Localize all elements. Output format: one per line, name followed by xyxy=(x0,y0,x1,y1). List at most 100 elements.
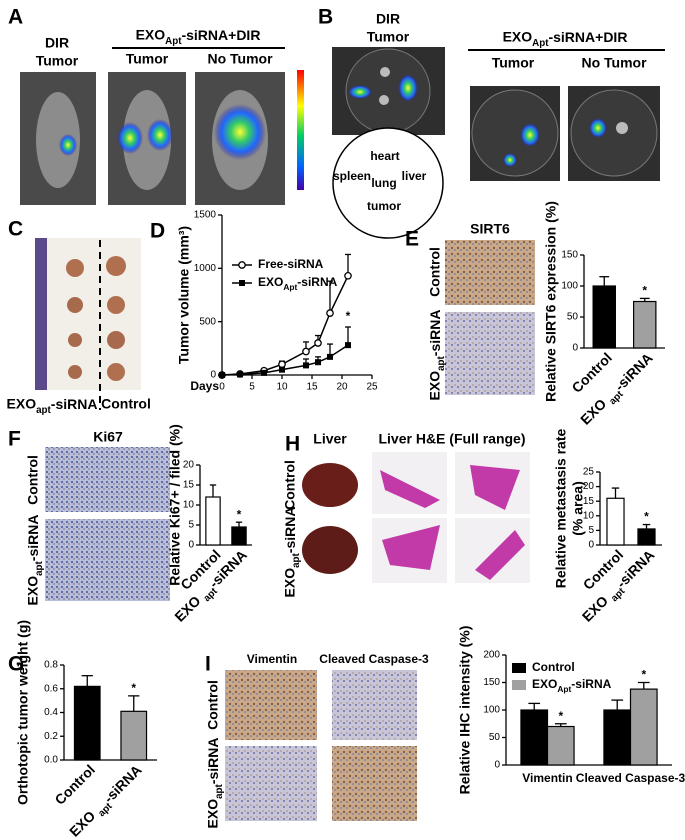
y-axis-label: Relative IHC intensity (%) xyxy=(457,626,473,795)
legend-label: Free-siRNA xyxy=(258,257,324,271)
point xyxy=(303,362,309,369)
y-axis-label: Relative Ki67+ / filed (%) xyxy=(167,424,183,585)
bar xyxy=(592,285,616,349)
legend-swatch xyxy=(512,663,526,673)
x-tick-label: 0 xyxy=(219,382,225,393)
panel-label: I xyxy=(205,653,211,676)
signal xyxy=(147,119,173,151)
x-axis-label: Days xyxy=(190,379,219,393)
x-tick-label: 10 xyxy=(276,382,288,393)
panel-b-images xyxy=(332,47,660,239)
bar xyxy=(629,688,658,766)
image-title: Cleaved Caspase-3 xyxy=(319,652,429,666)
signal xyxy=(348,85,372,99)
signal xyxy=(117,122,143,154)
organ-map xyxy=(332,127,444,239)
legend-label: Control xyxy=(532,660,575,674)
row-label: EXOapt-siRNA xyxy=(282,507,302,598)
legend-label: EXOApt-siRNA xyxy=(532,677,612,694)
organ-label: spleen xyxy=(333,169,371,183)
panel-label: D xyxy=(150,220,165,243)
point xyxy=(237,371,243,378)
group-label: DIR xyxy=(45,35,69,51)
error-bar xyxy=(345,326,351,346)
x-tick-label: 20 xyxy=(336,382,348,393)
mouse-body xyxy=(36,92,80,188)
panel-label: B xyxy=(318,6,333,29)
organ xyxy=(380,67,390,77)
bar xyxy=(520,709,549,766)
column-label: No Tumor xyxy=(207,51,273,67)
bar xyxy=(606,497,625,546)
signal xyxy=(503,153,517,167)
series-line xyxy=(221,275,349,376)
bar xyxy=(546,725,575,766)
annotation: * xyxy=(644,510,649,524)
y-tick-label: 0 xyxy=(572,343,578,354)
x-tick-label: EXO apt-siRNA xyxy=(577,349,658,430)
organ-label: liver xyxy=(402,169,427,183)
bar xyxy=(205,496,221,546)
error-bar xyxy=(611,487,620,499)
annotation: * xyxy=(346,309,351,323)
image-title: Ki67 xyxy=(93,429,123,445)
y-tick-label: 50 xyxy=(567,312,579,323)
panel-c-image xyxy=(35,238,141,410)
row-label: Control xyxy=(427,247,443,297)
dish xyxy=(570,89,658,177)
y-tick-label: 10 xyxy=(583,510,595,521)
row-label: Control xyxy=(25,455,41,505)
bar xyxy=(603,709,632,766)
column-label: No Tumor xyxy=(581,55,647,71)
x-tick-label: Control xyxy=(568,349,615,396)
image-title: Liver H&E (Full range) xyxy=(378,431,525,447)
y-tick-label: 50 xyxy=(489,732,501,743)
y-tick-label: 5 xyxy=(188,520,194,531)
image-title: Liver xyxy=(313,431,347,447)
legend-swatch xyxy=(512,680,526,690)
y-tick-label: 10 xyxy=(183,500,195,511)
mouse-body xyxy=(123,90,171,190)
bar xyxy=(231,526,247,546)
error-bar xyxy=(637,681,650,690)
image-title: SIRT6 xyxy=(470,221,510,237)
y-tick-label: 0.4 xyxy=(44,707,58,718)
y-tick-label: 20 xyxy=(183,460,195,471)
legend-marker xyxy=(239,280,245,286)
image-title: Vimentin xyxy=(247,652,297,666)
point xyxy=(279,366,285,373)
group-label: Tumor xyxy=(36,53,79,69)
error-bar xyxy=(81,675,93,687)
panel-label: F xyxy=(8,428,21,451)
organ-label: lung xyxy=(371,176,396,190)
panel-label: C xyxy=(8,218,23,241)
signal xyxy=(214,104,266,160)
error-bar xyxy=(599,276,610,286)
x-tick-label: Cleaved Caspase-3 xyxy=(576,771,685,785)
x-tick-label: Control xyxy=(51,761,98,808)
x-tick-label: Vimentin xyxy=(522,771,572,785)
point xyxy=(315,359,321,366)
error-bar xyxy=(209,484,217,497)
panel-label: G xyxy=(8,653,24,676)
organ xyxy=(379,95,389,105)
y-axis-label: Relative SIRT6 expression (%) xyxy=(543,201,559,402)
color-scale xyxy=(297,70,304,190)
group-label: EXOApt-siRNA+DIR xyxy=(503,29,628,49)
ihc-images xyxy=(45,240,535,821)
group-label: Control xyxy=(101,396,151,412)
bar xyxy=(73,685,101,761)
y-tick-label: 0.0 xyxy=(44,755,58,766)
panel-label: E xyxy=(405,228,419,251)
row-label: EXOapt-siRNA xyxy=(205,738,225,829)
error-bar xyxy=(528,702,541,710)
x-tick-label: 25 xyxy=(366,382,378,393)
annotation: * xyxy=(558,709,563,723)
signal xyxy=(520,123,540,147)
point xyxy=(219,372,225,378)
y-tick-label: 500 xyxy=(199,316,216,327)
error-bar xyxy=(327,280,333,314)
y-tick-label: 0 xyxy=(188,540,194,551)
y-tick-label: 0 xyxy=(588,540,594,551)
